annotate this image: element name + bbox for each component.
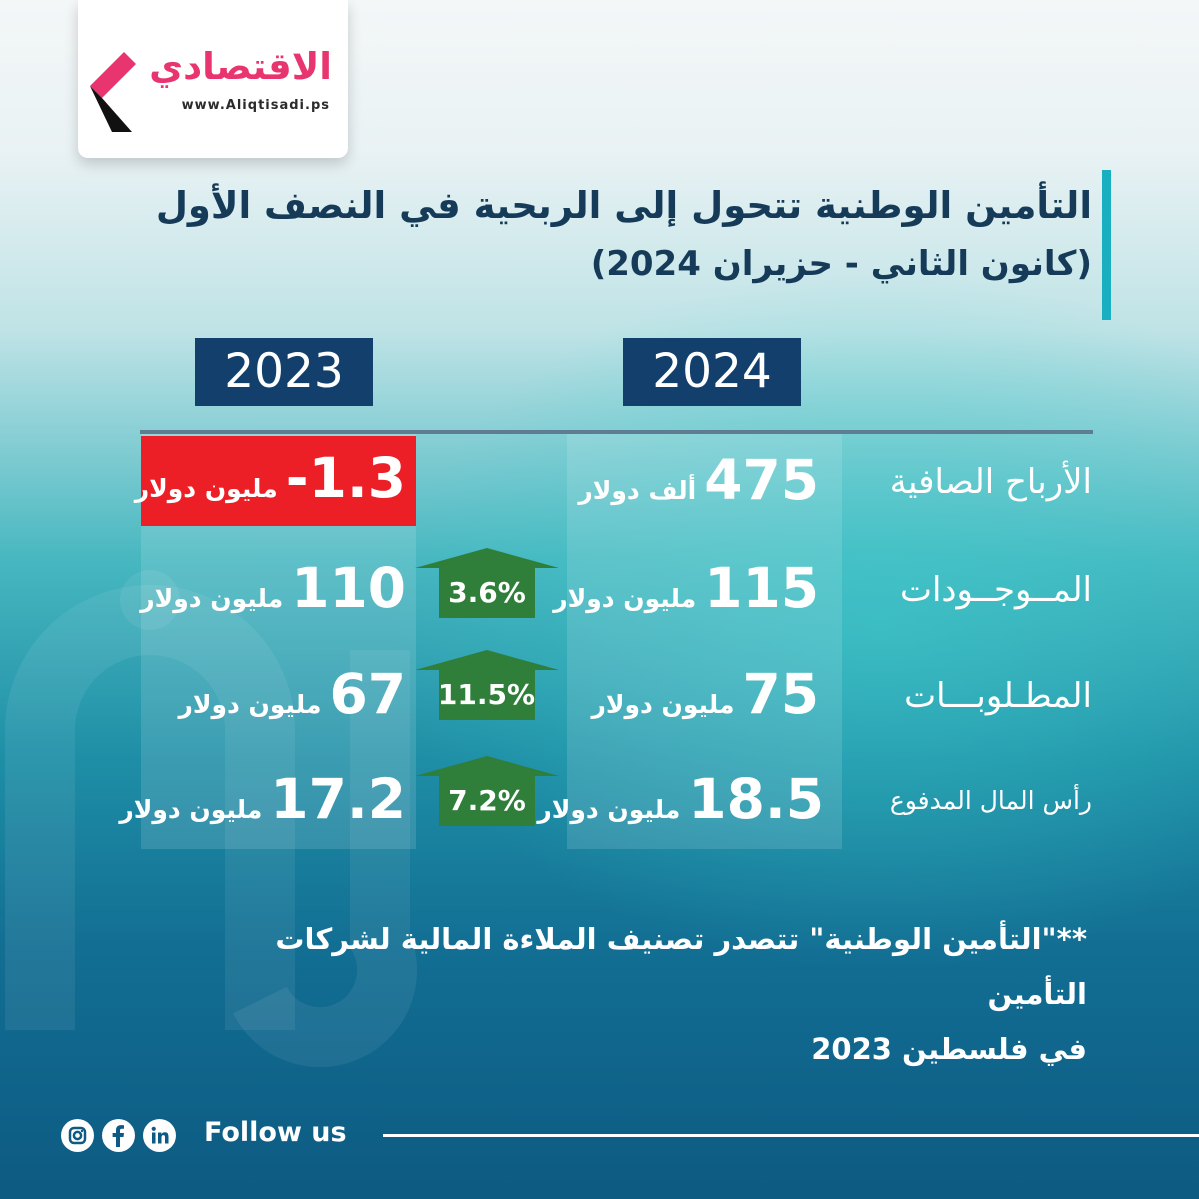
value-2024-net-profit: 475ألف دولار: [578, 448, 819, 512]
value-number: 115: [704, 556, 819, 620]
value-unit: مليون دولار: [119, 795, 263, 824]
year-header-2024: 2024: [623, 338, 801, 406]
footer-divider: [383, 1134, 1199, 1137]
facebook-icon[interactable]: [102, 1119, 135, 1152]
value-number: 17.2: [270, 767, 406, 831]
value-2024-paid-capital: 18.5مليون دولار: [537, 767, 824, 831]
row-label-paid-capital: رأس المال المدفوع: [889, 786, 1092, 815]
logo-mark-icon: [90, 52, 136, 132]
logo-card: الاقتصادي www.Aliqtisadi.ps: [78, 0, 348, 158]
value-2024-liabilities: 75مليون دولار: [591, 662, 819, 726]
year-header-2023: 2023: [195, 338, 373, 406]
value-unit: مليون دولار: [591, 690, 735, 719]
value-unit: مليون دولار: [134, 474, 278, 503]
table-top-rule: [140, 430, 1093, 434]
column-2024-shade: [567, 434, 842, 849]
row-label-net-profit: الأرباح الصافية: [889, 462, 1092, 502]
value-2023-net-profit: 1.3-مليون دولار: [135, 446, 406, 510]
logo-wordmark: الاقتصادي: [149, 45, 332, 88]
footnote-line-1: **"التأمين الوطنية" تتصدر تصنيف الملاءة …: [275, 922, 1087, 1011]
negative-value-highlight: [141, 436, 416, 526]
value-number: 1.3-: [285, 446, 406, 510]
footnote-line-2: في فلسطين 2023: [811, 1032, 1087, 1066]
value-number: 75: [742, 662, 819, 726]
value-unit: مليون دولار: [140, 584, 284, 613]
value-2023-liabilities: 67مليون دولار: [178, 662, 406, 726]
title-block: التأمين الوطنية تتحول إلى الربحية في الن…: [112, 176, 1092, 292]
growth-percent-liabilities: 11.5%: [437, 678, 535, 711]
title-accent-bar: [1102, 170, 1111, 320]
value-2023-assets: 110مليون دولار: [140, 556, 406, 620]
value-2024-assets: 115مليون دولار: [553, 556, 819, 620]
growth-percent-assets: 3.6%: [448, 576, 526, 609]
logo-url: www.Aliqtisadi.ps: [181, 98, 330, 113]
value-2023-paid-capital: 17.2مليون دولار: [119, 767, 406, 831]
value-number: 475: [704, 448, 819, 512]
value-unit: ألف دولار: [578, 476, 697, 505]
value-number: 67: [329, 662, 406, 726]
row-label-liabilities: المطـلوبـــات: [904, 676, 1092, 716]
growth-percent-paid-capital: 7.2%: [448, 784, 526, 817]
page-title: التأمين الوطنية تتحول إلى الربحية في الن…: [155, 184, 1092, 227]
value-number: 18.5: [688, 767, 824, 831]
growth-arrow-paid-capital-icon: [415, 756, 559, 826]
footnote: **"التأمين الوطنية" تتصدر تصنيف الملاءة …: [187, 912, 1087, 1077]
page-subtitle: (كانون الثاني - حزيران 2024): [590, 244, 1092, 284]
value-number: 110: [291, 556, 406, 620]
instagram-icon[interactable]: [61, 1119, 94, 1152]
follow-us-label: Follow us: [204, 1117, 347, 1148]
growth-arrow-assets-icon: [415, 548, 559, 618]
growth-arrow-liabilities-icon: [415, 650, 559, 720]
row-label-assets: المــوجــودات: [899, 570, 1092, 610]
value-unit: مليون دولار: [537, 795, 681, 824]
value-unit: مليون دولار: [178, 690, 322, 719]
value-unit: مليون دولار: [553, 584, 697, 613]
linkedin-icon[interactable]: [143, 1119, 176, 1152]
